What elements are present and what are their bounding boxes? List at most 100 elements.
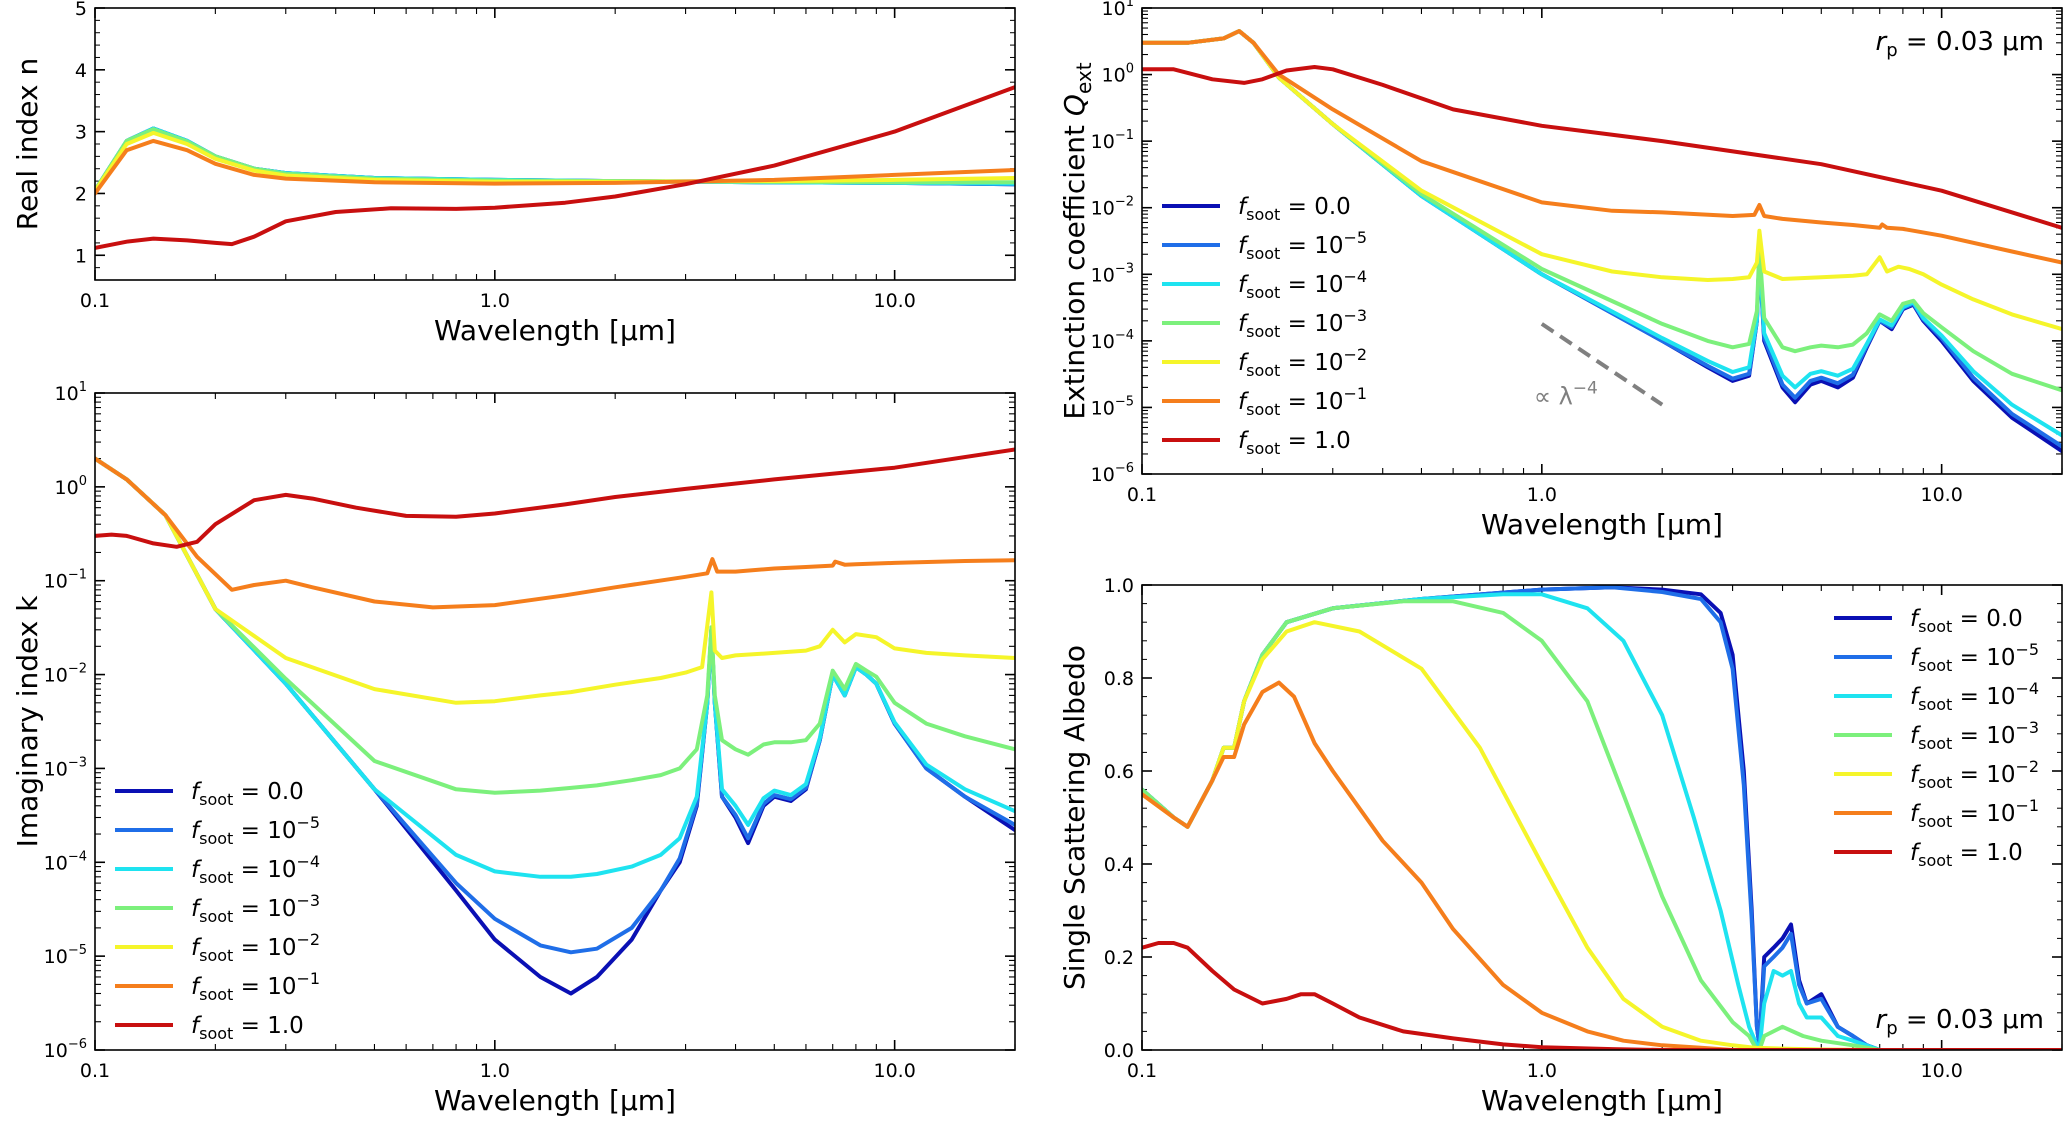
series-group [1142, 585, 2062, 1050]
x-tick-label: 1.0 [1527, 484, 1557, 506]
y-axis-label: Single Scattering Albedo [1058, 645, 1091, 990]
series-line-4 [95, 456, 1015, 705]
legend-label: fsoot = 10−1 [1910, 796, 2039, 831]
chart-albedo: 0.0 0.2 0.4 0.6 0.8 1.0 0.1 1.0 10.0 Wavelength [… [1058, 575, 2063, 1117]
y-tick-label: 10−3 [44, 755, 87, 780]
y-tick-label: 1 [75, 245, 87, 267]
y-axis-label: Real index n [11, 58, 44, 231]
x-tick-label: 1.0 [480, 1060, 510, 1082]
y-tick-label: 4 [75, 60, 87, 82]
legend-label: fsoot = 0.0 [1910, 606, 2023, 636]
x-tick-label: 10.0 [873, 1060, 915, 1082]
legend-label: fsoot = 0.0 [1238, 194, 1351, 224]
y-axis-label: Imaginary index k [11, 595, 44, 848]
particle-radius-label: rp = 0.03 μm [1876, 27, 2044, 61]
legend-label: fsoot = 1.0 [191, 1013, 304, 1043]
chart-extinction: 10−6 10−5 10−4 10−3 10−2 10−1 100 101 0.1 1.0 10.0… [1058, 0, 2063, 541]
legend-label: fsoot = 10−4 [1910, 679, 2039, 714]
legend-label: fsoot = 10−3 [191, 891, 320, 926]
series-line-5 [95, 138, 1015, 196]
y-tick-label: 2 [75, 183, 87, 205]
y-axis-label: Extinction coefficient Qext [1058, 62, 1096, 419]
y-tick-label: 1.0 [1104, 575, 1134, 597]
y-tick-label: 10−1 [44, 568, 87, 593]
y-tick-label: 10−6 [1091, 461, 1134, 486]
y-tick-label: 0.8 [1104, 668, 1134, 690]
legend-label: fsoot = 10−3 [1910, 718, 2039, 753]
y-tick-label: 0.4 [1104, 854, 1134, 876]
y-tick-label: 10−4 [44, 849, 87, 874]
y-tick-label: 100 [1102, 62, 1134, 87]
legend-label: fsoot = 10−5 [1238, 228, 1367, 263]
series-line-5 [95, 456, 1015, 610]
x-tick-label: 10.0 [1920, 484, 1962, 506]
series-line-5 [1142, 680, 2062, 1050]
plot-frame [1141, 7, 2063, 475]
series-group [95, 447, 1015, 996]
x-tick-label: 1.0 [1527, 1060, 1557, 1082]
power-law-annotation: ∝ λ−4 [1534, 379, 1598, 411]
x-tick-label: 0.1 [1127, 1060, 1157, 1082]
series-line-5 [1142, 29, 2062, 265]
x-axis-label: Wavelength [μm] [434, 314, 676, 347]
axis-ticks: 10−6 10−5 10−4 10−3 10−2 10−1 100 101 0.1 1.0 10.0 [44, 380, 1016, 1082]
chart-real-index: 1 2 3 4 5 0.1 1.0 10.0 Wavelength [μm] Real index… [11, 0, 1016, 347]
legend-label: fsoot = 10−5 [1910, 640, 2039, 675]
legend-label: fsoot = 10−1 [1238, 384, 1367, 419]
legend-label: fsoot = 10−2 [1238, 345, 1367, 380]
axis-ticks: 0.0 0.2 0.4 0.6 0.8 1.0 0.1 1.0 10.0 [1104, 575, 2063, 1082]
axis-ticks: 10−6 10−5 10−4 10−3 10−2 10−1 100 101 0.1 1.0 10.0 [1091, 0, 2063, 506]
x-tick-label: 0.1 [80, 1060, 110, 1082]
legend-label: fsoot = 0.0 [191, 779, 304, 809]
legend-label: fsoot = 1.0 [1910, 840, 2023, 870]
plot-frame [94, 7, 1016, 281]
y-tick-label: 0.2 [1104, 947, 1134, 969]
legend-label: fsoot = 10−4 [1238, 267, 1367, 302]
series-line-6 [1142, 65, 2062, 230]
axis-ticks: 1 2 3 4 5 0.1 1.0 10.0 [75, 0, 1016, 312]
series-group [95, 85, 1015, 250]
legend-label: fsoot = 10−1 [191, 969, 320, 1004]
series-group [1142, 29, 2062, 454]
legend: fsoot = 0.0 fsoot = 10−5 fsoot = 10−4 fsoot… [115, 779, 320, 1043]
legend: fsoot = 0.0 fsoot = 10−5 fsoot = 10−4 fsoot… [1162, 194, 1367, 458]
y-tick-label: 0.6 [1104, 761, 1134, 783]
y-tick-label: 10−2 [44, 662, 87, 687]
y-tick-label: 10−4 [1091, 328, 1134, 353]
y-tick-label: 101 [1102, 0, 1134, 20]
plot-frame [94, 392, 1016, 1051]
y-tick-label: 10−6 [44, 1037, 87, 1062]
y-tick-label: 10−1 [1091, 128, 1134, 153]
legend-label: fsoot = 10−4 [191, 852, 320, 887]
series-line-6 [95, 447, 1015, 549]
y-tick-label: 100 [55, 474, 87, 499]
legend-label: fsoot = 1.0 [1238, 428, 1351, 458]
y-tick-label: 5 [75, 0, 87, 20]
y-tick-label: 10−3 [1091, 261, 1134, 286]
y-tick-label: 10−5 [1091, 394, 1134, 419]
y-tick-label: 10−2 [1091, 195, 1134, 220]
y-tick-label: 3 [75, 122, 87, 144]
series-line-3 [95, 456, 1015, 795]
x-axis-label: Wavelength [μm] [1481, 508, 1723, 541]
series-line-2 [95, 456, 1015, 879]
x-tick-label: 1.0 [480, 290, 510, 312]
legend-label: fsoot = 10−2 [191, 930, 320, 965]
x-tick-label: 10.0 [873, 290, 915, 312]
x-axis-label: Wavelength [μm] [434, 1084, 676, 1117]
series-line-6 [95, 85, 1015, 250]
series-line-4 [1142, 620, 2062, 1050]
legend: fsoot = 0.0 fsoot = 10−5 fsoot = 10−4 fsoot… [1834, 606, 2039, 870]
series-line-6 [1142, 941, 2062, 1050]
chart-imag-index: 10−6 10−5 10−4 10−3 10−2 10−1 100 101 0.1 1.0 10.0… [11, 380, 1016, 1117]
power-law-guide [1540, 322, 1664, 407]
x-tick-label: 0.1 [80, 290, 110, 312]
x-axis-label: Wavelength [μm] [1481, 1084, 1723, 1117]
particle-radius-label: rp = 0.03 μm [1876, 1005, 2044, 1039]
legend-label: fsoot = 10−3 [1238, 306, 1367, 341]
legend-label: fsoot = 10−5 [191, 813, 320, 848]
x-tick-label: 10.0 [1920, 1060, 1962, 1082]
y-tick-label: 10−5 [44, 943, 87, 968]
